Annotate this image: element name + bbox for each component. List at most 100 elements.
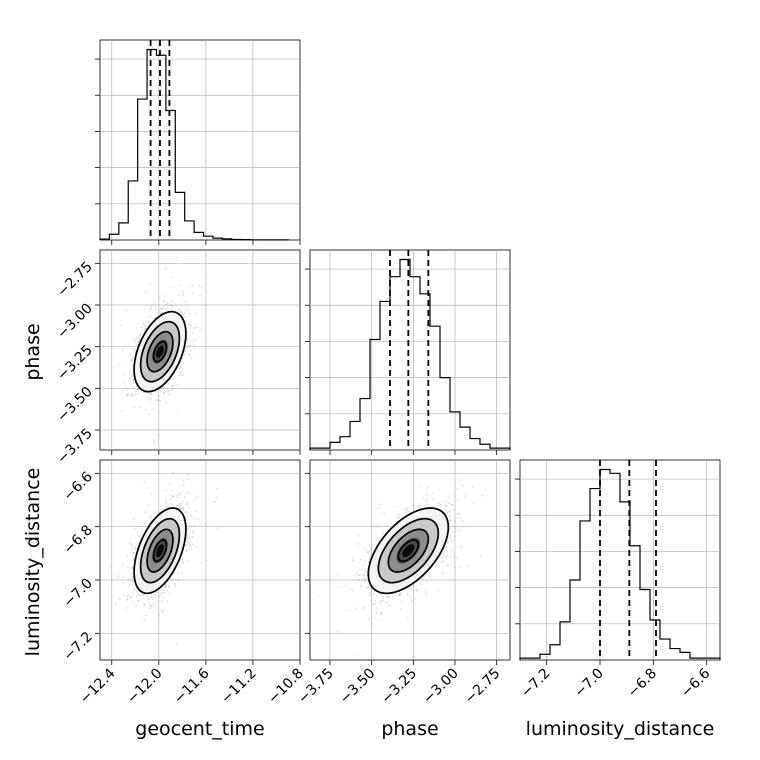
scatter-point (189, 524, 191, 527)
scatter-point (143, 603, 146, 606)
scatter-point (181, 290, 183, 293)
scatter-point (182, 483, 185, 486)
scatter-point (156, 399, 159, 402)
scatter-point (410, 596, 413, 599)
scatter-point (448, 510, 451, 512)
scatter-point (130, 374, 133, 377)
scatter-point (159, 588, 162, 591)
scatter-point (366, 551, 369, 553)
scatter-point (453, 535, 456, 538)
scatter-point (139, 333, 142, 336)
scatter-point (165, 502, 168, 504)
scatter-point (134, 340, 137, 343)
scatter-point (454, 566, 456, 569)
scatter-point (144, 325, 147, 328)
scatter-point (126, 387, 129, 390)
scatter-point (367, 585, 370, 588)
scatter-point (165, 401, 167, 404)
scatter-point (172, 387, 174, 389)
scatter-point (134, 393, 137, 396)
scatter-point (130, 359, 133, 362)
scatter-point (448, 519, 451, 522)
scatter-point (168, 393, 170, 396)
scatter-point (184, 511, 187, 514)
scatter-point (126, 599, 128, 601)
scatter-point (398, 513, 400, 516)
scatter-point (424, 591, 427, 594)
scatter-point (181, 311, 184, 314)
scatter-point (185, 544, 188, 547)
scatter-point (440, 561, 443, 564)
scatter-point (130, 359, 133, 361)
scatter-point (150, 307, 153, 310)
scatter-point (375, 537, 378, 539)
contour-line (133, 507, 187, 595)
scatter-point (481, 494, 484, 497)
scatter-point (377, 507, 379, 509)
scatter-point (126, 393, 129, 396)
scatter-point (151, 317, 154, 320)
scatter-point (418, 504, 421, 507)
scatter-point (399, 593, 401, 596)
scatter-point (362, 577, 365, 580)
scatter-point (172, 378, 175, 381)
scatter-point (151, 596, 154, 599)
scatter-point (127, 393, 130, 396)
panel-frame (309, 459, 511, 661)
scatter-point (407, 446, 409, 448)
scatter-point (153, 300, 156, 303)
scatter-point (425, 588, 428, 590)
scatter-point (171, 503, 174, 506)
scatter-point (188, 541, 191, 543)
scatter-point (182, 508, 185, 511)
scatter-point (379, 600, 381, 603)
scatter-point (123, 372, 125, 375)
scatter-point (466, 565, 469, 568)
scatter-point (217, 527, 219, 530)
scatter-point (370, 547, 372, 550)
scatter-point (120, 410, 123, 413)
scatter-point (386, 596, 389, 598)
scatter-point (215, 496, 218, 499)
scatter-point (193, 344, 196, 346)
scatter-point (345, 585, 347, 587)
scatter-point (360, 585, 362, 588)
scatter-point (142, 594, 144, 597)
scatter-point (132, 380, 135, 382)
histogram-phase (305, 249, 511, 455)
scatter-point (456, 516, 459, 519)
scatter-point (159, 311, 161, 314)
scatter-point (131, 566, 134, 569)
scatter-point (399, 608, 402, 611)
scatter-point (181, 294, 184, 297)
scatter-point (93, 465, 95, 467)
scatter-point (380, 593, 383, 596)
scatter-point (455, 557, 458, 559)
scatter-point (168, 483, 171, 486)
scatter-point (160, 390, 162, 393)
scatter-point (170, 304, 173, 307)
scatter-point (125, 597, 128, 600)
scatter-point (186, 528, 189, 530)
y-tick-label: −3.25 (54, 342, 96, 384)
scatter-point (171, 389, 173, 392)
x-axis-label-geocent-time: geocent_time (135, 718, 264, 740)
scatter-point (138, 339, 141, 342)
scatter-point (158, 614, 160, 617)
scatter-point (153, 316, 156, 319)
scatter-point (164, 505, 167, 508)
scatter-point (447, 540, 449, 542)
scatter-point (214, 500, 217, 503)
scatter-point (459, 516, 462, 519)
scatter-point (167, 505, 170, 508)
scatter-point (132, 576, 134, 578)
scatter-point (348, 588, 350, 590)
scatter-point (172, 580, 175, 583)
scatter-point (148, 321, 151, 324)
scatter-point (456, 512, 458, 515)
scatter-point (164, 489, 167, 492)
scatter-point (462, 484, 464, 487)
scatter-point (199, 523, 202, 525)
scatter-point (457, 513, 460, 515)
scatter-point (165, 585, 167, 588)
